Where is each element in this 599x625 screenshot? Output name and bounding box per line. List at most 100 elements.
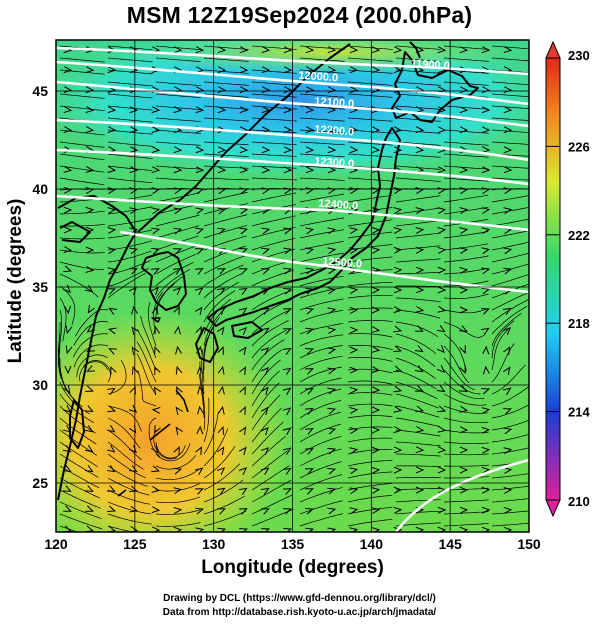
wind-arrowhead: [283, 288, 293, 295]
x-tick-label: 125: [123, 536, 147, 552]
wind-arrowhead: [106, 465, 116, 473]
wind-arrowhead: [260, 447, 270, 456]
streamline: [491, 404, 529, 419]
streamline: [203, 326, 214, 370]
wind-arrowhead: [84, 425, 94, 433]
wind-arrowhead: [217, 405, 225, 415]
streamline: [347, 506, 393, 515]
streamline: [251, 421, 284, 455]
wind-arrowhead: [84, 284, 94, 293]
wind-arrowhead: [371, 326, 381, 334]
streamline: [491, 141, 529, 145]
wind-arrowhead: [128, 404, 138, 413]
wind-arrowhead: [106, 444, 116, 453]
streamline: [396, 285, 441, 287]
streamline: [251, 329, 287, 359]
streamline: [443, 523, 489, 527]
wind-arrowhead: [305, 247, 315, 255]
wind-arrowhead: [393, 345, 403, 353]
wind-arrowhead: [84, 465, 94, 473]
wind-arrowhead: [217, 66, 227, 74]
wind-arrowhead: [482, 345, 490, 355]
wind-arrowhead: [239, 508, 248, 515]
streamline: [347, 281, 393, 287]
streamline: [59, 297, 67, 342]
wind-arrowhead: [327, 227, 337, 235]
wind-arrowhead: [129, 505, 139, 513]
wind-arrowhead: [85, 505, 94, 512]
wind-arrowhead: [437, 526, 447, 532]
wind-arrowhead: [393, 126, 403, 134]
wind-arrowhead: [217, 166, 227, 174]
streamline: [299, 411, 341, 431]
streamline: [491, 343, 515, 383]
wind-arrowhead: [173, 146, 183, 154]
streamline: [491, 419, 529, 431]
streamline: [107, 272, 146, 299]
streamline: [155, 483, 200, 492]
streamline: [251, 248, 295, 263]
colorbar: 230 210 226 222 218 214: [545, 40, 590, 518]
wind-arrowhead: [239, 187, 249, 195]
wind-arrowhead: [63, 166, 73, 173]
wind-arrowhead: [195, 268, 204, 275]
wind-arrowhead: [503, 506, 513, 514]
streamline: [395, 381, 438, 400]
streamline: [59, 57, 105, 63]
wind-arrowhead: [282, 447, 292, 456]
streamline: [203, 463, 241, 491]
streamline: [299, 275, 344, 287]
wind-arrowhead: [63, 265, 73, 273]
wind-arrowhead: [349, 386, 359, 394]
wind-arrowhead: [217, 268, 226, 275]
wind-arrowhead: [393, 146, 403, 154]
streamline: [107, 489, 151, 505]
streamline: [491, 291, 529, 311]
streamline: [299, 334, 344, 347]
streamline: [443, 194, 489, 203]
wind-arrowhead: [283, 66, 293, 74]
wind-arrowhead: [305, 267, 315, 275]
streamline: [491, 305, 528, 335]
wind-arrowhead: [481, 126, 491, 134]
wind-arrowhead: [371, 366, 381, 373]
wind-arrowhead: [437, 227, 447, 234]
wind-arrowhead: [415, 126, 425, 134]
wind-arrowhead: [261, 227, 271, 235]
streamline: [79, 361, 109, 382]
wind-arrowhead: [414, 345, 424, 353]
wind-arrowhead: [459, 106, 469, 114]
wind-arrowhead: [64, 305, 72, 315]
wind-arrowhead: [239, 386, 246, 395]
wind-arrowhead: [393, 266, 403, 274]
streamline: [203, 397, 210, 443]
streamline: [136, 329, 157, 371]
streamline: [107, 417, 141, 449]
colorbar-ticks: 230 210 226 222 218 214: [546, 48, 590, 509]
streamline: [347, 320, 393, 323]
credit-data: Data from http://database.rish.kyoto-u.a…: [162, 607, 437, 618]
wind-arrowhead: [106, 424, 116, 433]
streamline: [395, 333, 437, 354]
streamline: [59, 224, 105, 227]
streamline: [251, 320, 289, 347]
wind-arrowhead: [194, 287, 204, 296]
wind-arrowhead: [415, 266, 425, 274]
wind-arrowhead: [437, 446, 447, 454]
wind-arrowhead: [107, 126, 117, 134]
wind-arrowhead: [349, 146, 359, 154]
wind-arrowhead: [239, 528, 249, 532]
wind-arrowhead: [197, 385, 205, 395]
wind-arrowhead: [150, 286, 159, 296]
wind-arrowhead: [503, 467, 513, 474]
wind-arrowhead: [305, 388, 314, 395]
wind-arrowhead: [436, 325, 446, 333]
wind-arrowhead: [87, 304, 95, 314]
y-axis-ticks: 25 30 35 40 45: [32, 83, 48, 491]
streamline: [443, 417, 489, 424]
wind-arrowhead: [85, 126, 95, 134]
wind-arrowhead: [459, 166, 469, 174]
y-tick-label: 40: [32, 181, 48, 197]
streamline: [59, 93, 105, 99]
wind-arrowhead: [482, 365, 490, 375]
